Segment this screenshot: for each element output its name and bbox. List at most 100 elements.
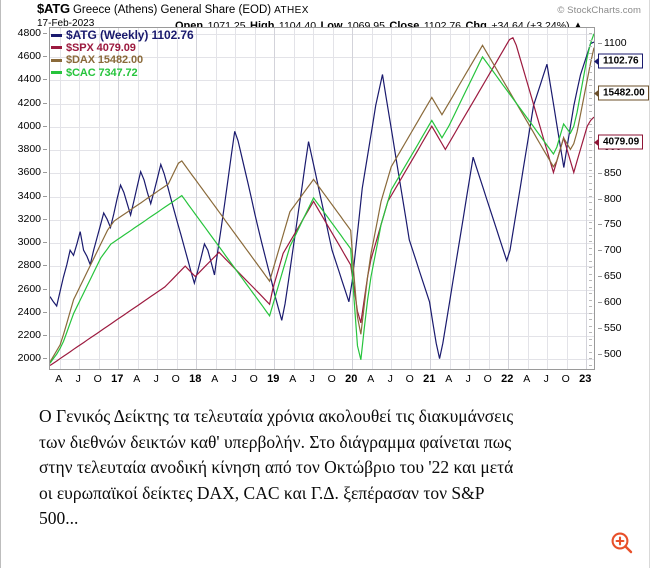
y-right-minor-tick: [589, 325, 592, 327]
symbol-ticker: $ATG: [37, 1, 70, 16]
gridline-v: [352, 28, 354, 369]
gridline-v: [79, 28, 81, 369]
y-right-minor-tick: [589, 46, 592, 48]
y-right-tick: 1100: [598, 36, 627, 49]
y-right-minor-tick: [589, 234, 592, 236]
gridline-v: [157, 28, 159, 369]
x-tick: J: [75, 373, 81, 385]
y-right-minor-tick: [589, 202, 592, 204]
y-right-tick: 600: [598, 296, 622, 309]
y-right-minor-tick: [589, 163, 592, 165]
caption-line-2: των διεθνών δεικτών καθ' υπερβολήν. Στο …: [39, 431, 512, 452]
stockcharts-chart: $ATG Greece (Athens) General Share (EOD)…: [1, 0, 650, 392]
y-left-tick: 3800: [17, 143, 48, 156]
y-right-minor-tick: [589, 260, 592, 262]
price-callout-dax: 15482.00: [594, 85, 649, 101]
y-right-minor-tick: [589, 150, 592, 152]
x-tick: O: [171, 373, 180, 385]
y-right-minor-tick: [589, 85, 592, 87]
y-right-minor-tick: [589, 52, 592, 54]
gridline-v: [430, 28, 432, 369]
gridline-h: [50, 243, 594, 245]
gridline-h: [50, 336, 594, 338]
y-right-tick: 500: [598, 348, 622, 361]
zoom-in-glyph: [611, 532, 633, 554]
y-right-minor-tick: [589, 293, 592, 295]
zoom-in-icon[interactable]: [609, 530, 635, 556]
y-right-minor-tick: [589, 182, 592, 184]
y-left-tick: 4400: [17, 73, 48, 86]
y-right-minor-tick: [589, 215, 592, 217]
x-tick: J: [231, 373, 237, 385]
y-right-minor-tick: [589, 189, 592, 191]
x-tick: 20: [345, 373, 358, 385]
legend-swatch-icon: [51, 71, 62, 75]
legend-swatch-icon: [51, 46, 62, 50]
plot-area[interactable]: [49, 27, 595, 370]
y-left-tick: 2000: [17, 352, 48, 365]
stockcharts-watermark: © StockCharts.com: [557, 5, 641, 16]
gridline-v: [527, 28, 529, 369]
gridline-h: [50, 219, 594, 221]
y-right-minor-tick: [589, 338, 592, 340]
y-right-tick: 750: [598, 218, 622, 231]
x-tick: O: [93, 373, 102, 385]
gridline-h: [50, 196, 594, 198]
legend-swatch-icon: [51, 33, 62, 37]
y-right-tick: 550: [598, 322, 622, 335]
y-axis-left: 2000 2200 2400 2600 2800 3000 3200 3400 3600 3800…: [1, 26, 48, 370]
caption-line-3: στην τελευταία ανοδική κίνηση από τον Οκ…: [39, 457, 514, 477]
gridline-v: [508, 28, 510, 369]
exchange-label: ATHEX: [274, 5, 309, 16]
y-right-minor-tick: [589, 351, 592, 353]
y-right-minor-tick: [589, 306, 592, 308]
y-left-tick: 3600: [17, 166, 48, 179]
callout-pointer-icon: [594, 89, 599, 97]
y-right-minor-tick: [589, 286, 592, 288]
y-left-tick: 3000: [17, 236, 48, 249]
gridline-v: [410, 28, 412, 369]
x-tick: 23: [579, 373, 592, 385]
x-tick: O: [405, 373, 414, 385]
y-left-tick: 4800: [17, 26, 48, 39]
legend-label: $CAC 7347.72: [66, 66, 138, 79]
gridline-v: [332, 28, 334, 369]
y-right-minor-tick: [589, 228, 592, 230]
y-left-tick: 2200: [17, 329, 48, 342]
gridline-h: [50, 359, 594, 361]
y-right-minor-tick: [589, 358, 592, 360]
x-axis: A J O 17 A J O 18 A J O 19 A J O 20 A J O 21 A J O 22 A J O 23: [49, 371, 595, 389]
y-right-minor-tick: [589, 267, 592, 269]
chg-up-arrow-icon: ▲: [574, 20, 582, 29]
gridline-h: [50, 173, 594, 175]
y-right-minor-tick: [589, 319, 592, 321]
gridline-v: [449, 28, 451, 369]
gridline-v: [98, 28, 100, 369]
y-right-minor-tick: [589, 130, 592, 132]
y-left-tick: 4600: [17, 50, 48, 63]
gridline-h: [50, 289, 594, 291]
gridline-v: [469, 28, 471, 369]
y-right-minor-tick: [589, 247, 592, 249]
y-axis-right: 500550600650700750800850900100011001102.…: [589, 27, 650, 370]
x-tick: 19: [267, 373, 280, 385]
y-right-minor-tick: [589, 137, 592, 139]
series-line-atgweekly: [50, 42, 594, 359]
chart-date-line: 17-Feb-2023: [37, 17, 647, 30]
y-right-minor-tick: [589, 65, 592, 67]
legend-item-0: $ATG (Weekly) 1102.76: [51, 29, 194, 42]
y-right-minor-tick: [589, 124, 592, 126]
gridline-v: [235, 28, 237, 369]
y-right-minor-tick: [589, 208, 592, 210]
chart-legend: $ATG (Weekly) 1102.76 $SPX 4079.09 $DAX 15…: [51, 29, 194, 79]
y-right-tick: 800: [598, 192, 622, 205]
callout-value: 15482.00: [603, 87, 645, 99]
y-right-minor-tick: [589, 273, 592, 275]
y-right-minor-tick: [589, 195, 592, 197]
x-tick: 22: [501, 373, 514, 385]
symbol-description: Greece (Athens) General Share (EOD): [72, 4, 272, 16]
callout-pointer-icon: [594, 57, 599, 65]
y-left-tick: 4200: [17, 96, 48, 109]
legend-swatch-icon: [51, 58, 62, 62]
y-right-minor-tick: [589, 143, 592, 145]
